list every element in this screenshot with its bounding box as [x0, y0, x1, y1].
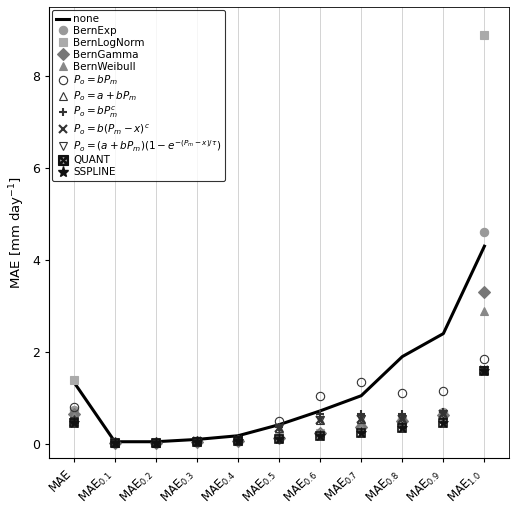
Legend: none, BernExp, BernLogNorm, BernGamma, BernWeibull, $P_o = bP_m$, $P_o = a + bP_: none, BernExp, BernLogNorm, BernGamma, B…	[52, 10, 225, 182]
Y-axis label: MAE [mm day$^{-1}$]: MAE [mm day$^{-1}$]	[7, 176, 26, 289]
